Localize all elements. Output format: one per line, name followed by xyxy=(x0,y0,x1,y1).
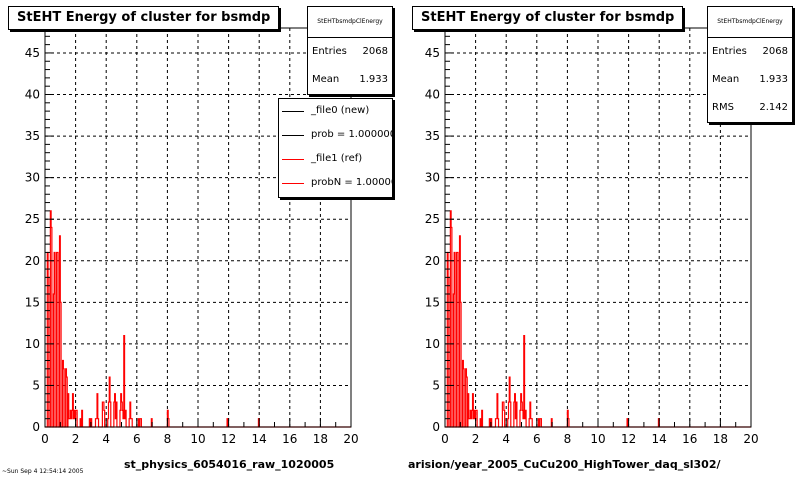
left-y-tick-label-5: 25 xyxy=(25,212,40,226)
right-x-tick-label-8: 16 xyxy=(682,432,697,446)
legend-label-probn: probN = 1.000000 xyxy=(311,177,392,188)
left-histogram-pad: 0 2 4 6 8 10 12 14 16 18 20 0 5 10 15 20 25 30 35 40 45 StEH… xyxy=(8,6,393,471)
left-x-tick-label-7: 14 xyxy=(252,432,267,446)
right-x-tick-label-3: 6 xyxy=(533,432,541,446)
right-y-tick-label-3: 15 xyxy=(425,295,440,309)
right-y-tick-label-4: 20 xyxy=(425,254,440,268)
right-stats-row-entries: Entries 2068 xyxy=(708,38,792,66)
legend-entry-file1: _file1 (ref) xyxy=(279,147,392,171)
right-stats-mean-value: 1.933 xyxy=(759,74,788,85)
right-y-tick-label-6: 30 xyxy=(425,171,440,185)
right-x-tick-label-1: 2 xyxy=(472,432,480,446)
right-x-tick-label-6: 12 xyxy=(621,432,636,446)
right-stats-rms-value: 2.142 xyxy=(759,102,788,113)
legend-label-prob: prob = 1.000000 xyxy=(311,129,393,140)
left-x-tick-label-3: 6 xyxy=(133,432,141,446)
right-stats-box: StEHTbsmdpClEnergy Entries 2068 Mean 1.9… xyxy=(707,6,793,123)
left-y-tick-label-8: 40 xyxy=(25,88,40,102)
right-y-tick-label-7: 35 xyxy=(425,129,440,143)
right-histogram-title: StEHT Energy of cluster for bsmdp xyxy=(412,6,684,30)
right-y-tick-label-9: 45 xyxy=(425,46,440,60)
right-y-tick-label-2: 10 xyxy=(425,337,440,351)
left-y-tick-label-6: 30 xyxy=(25,171,40,185)
left-y-tick-label-3: 15 xyxy=(25,295,40,309)
legend-line-probn xyxy=(282,183,304,184)
legend-entry-prob: prob = 1.000000 xyxy=(279,123,392,147)
right-y-tick-label-1: 5 xyxy=(432,378,440,392)
right-x-tick-label-0: 0 xyxy=(441,432,449,446)
left-y-tick-label-9: 45 xyxy=(25,46,40,60)
left-stats-row-entries: Entries 2068 xyxy=(308,38,392,66)
left-histogram-plot: 0 2 4 6 8 10 12 14 16 18 20 0 5 10 15 20 25 30 35 40 45 xyxy=(25,27,359,446)
left-x-tick-label-6: 12 xyxy=(221,432,236,446)
left-x-axis-title: st_physics_6054016_raw_1020005 xyxy=(124,458,335,471)
right-stats-row-mean: Mean 1.933 xyxy=(708,66,792,94)
right-x-tick-label-4: 8 xyxy=(564,432,572,446)
left-stats-mean-label: Mean xyxy=(312,74,340,85)
right-stats-mean-label: Mean xyxy=(712,74,740,85)
right-x-tick-label-2: 4 xyxy=(502,432,510,446)
legend-entry-probn: probN = 1.000000 xyxy=(279,171,392,195)
left-x-tick-label-9: 18 xyxy=(313,432,328,446)
left-stats-header: StEHTbsmdpClEnergy xyxy=(308,7,392,38)
legend-label-file0: _file0 (new) xyxy=(311,105,370,116)
left-histogram-title: StEHT Energy of cluster for bsmdp xyxy=(8,6,280,30)
left-stats-entries-value: 2068 xyxy=(362,46,388,57)
left-x-tick-label-10: 20 xyxy=(343,432,358,446)
legend-line-file1 xyxy=(282,159,304,160)
left-x-tick-label-0: 0 xyxy=(41,432,49,446)
right-stats-entries-value: 2068 xyxy=(762,46,788,57)
legend-line-file0 xyxy=(282,111,304,112)
left-stats-box: StEHTbsmdpClEnergy Entries 2068 Mean 1.9… xyxy=(307,6,393,95)
footer-timestamp: ~Sun Sep 4 12:54:14 2005 xyxy=(2,468,84,475)
legend-label-file1: _file1 (ref) xyxy=(311,153,363,164)
right-x-tick-label-10: 20 xyxy=(743,432,758,446)
left-y-tick-label-7: 35 xyxy=(25,129,40,143)
left-y-tick-label-1: 5 xyxy=(32,378,40,392)
right-y-tick-label-8: 40 xyxy=(425,88,440,102)
left-stats-row-mean: Mean 1.933 xyxy=(308,66,392,94)
legend-box: _file0 (new) prob = 1.000000 _file1 (ref… xyxy=(278,98,393,198)
right-x-tick-label-5: 10 xyxy=(590,432,605,446)
left-stats-entries-label: Entries xyxy=(312,46,347,57)
left-x-tick-label-1: 2 xyxy=(72,432,80,446)
right-stats-header: StEHTbsmdpClEnergy xyxy=(708,7,792,38)
left-x-tick-label-5: 10 xyxy=(190,432,205,446)
right-stats-entries-label: Entries xyxy=(712,46,747,57)
left-x-tick-label-8: 16 xyxy=(282,432,297,446)
right-stats-row-rms: RMS 2.142 xyxy=(708,94,792,122)
left-stats-mean-value: 1.933 xyxy=(359,74,388,85)
right-stats-rms-label: RMS xyxy=(712,102,734,113)
left-y-tick-label-2: 10 xyxy=(25,337,40,351)
right-histogram-pad: 0 2 4 6 8 10 12 14 16 18 20 0 5 10 15 20 25 30 35 40 45 StEH… xyxy=(400,0,800,480)
left-y-tick-label-0: 0 xyxy=(32,420,40,434)
legend-entry-file0: _file0 (new) xyxy=(279,99,392,123)
right-x-tick-label-7: 14 xyxy=(652,432,667,446)
legend-line-prob xyxy=(282,135,304,136)
right-y-tick-label-0: 0 xyxy=(432,420,440,434)
left-x-tick-label-2: 4 xyxy=(102,432,110,446)
right-x-axis-title: arision/year_2005_CuCu200_HighTower_daq_… xyxy=(408,458,721,471)
right-x-tick-label-9: 18 xyxy=(713,432,728,446)
left-x-tick-label-4: 8 xyxy=(164,432,172,446)
left-y-tick-label-4: 20 xyxy=(25,254,40,268)
right-y-tick-label-5: 25 xyxy=(425,212,440,226)
